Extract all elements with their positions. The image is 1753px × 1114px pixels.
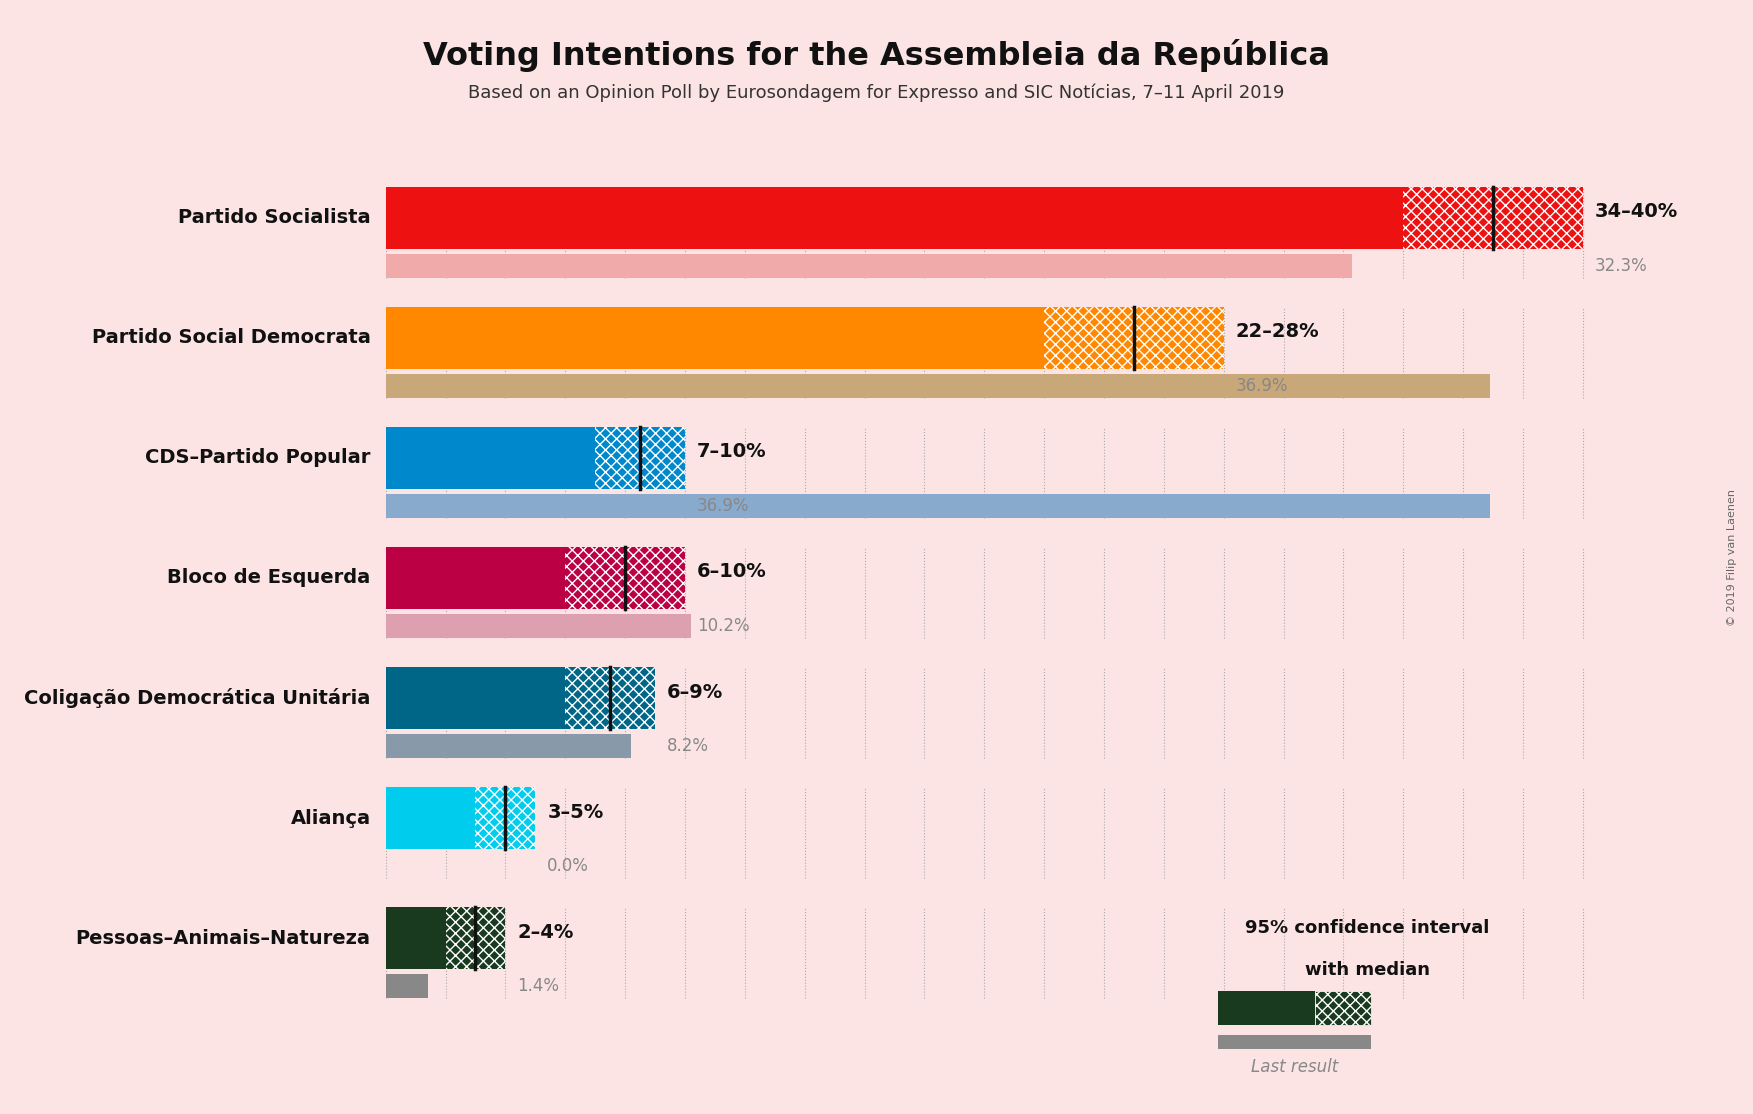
Bar [445, 907, 505, 969]
Bar [386, 786, 475, 849]
Bar [596, 427, 685, 489]
Text: 2–4%: 2–4% [517, 922, 573, 941]
Bar [1045, 306, 1224, 369]
Text: Based on an Opinion Poll by Eurosondagem for Expresso and SIC Notícias, 7–11 Apr: Based on an Opinion Poll by Eurosondagem… [468, 84, 1285, 102]
Text: 34–40%: 34–40% [1595, 203, 1678, 222]
Bar [386, 667, 564, 730]
Text: 6–10%: 6–10% [698, 563, 766, 582]
Bar [564, 667, 656, 730]
Bar [564, 547, 685, 609]
Text: with median: with median [1304, 961, 1430, 979]
Text: Partido Social Democrata: Partido Social Democrata [91, 329, 370, 348]
Bar [386, 186, 1402, 248]
Text: Coligação Democrática Unitária: Coligação Democrática Unitária [25, 688, 370, 709]
Text: 36.9%: 36.9% [698, 497, 750, 515]
Bar [386, 306, 1045, 369]
Bar [386, 427, 596, 489]
Bar [386, 614, 691, 638]
Bar [386, 975, 428, 998]
Bar [386, 734, 631, 759]
Bar [445, 907, 505, 969]
Bar [475, 786, 535, 849]
Bar [596, 427, 685, 489]
Bar [475, 786, 535, 849]
Text: 6–9%: 6–9% [666, 683, 724, 702]
Bar [386, 907, 445, 969]
Text: 7–10%: 7–10% [698, 442, 766, 461]
Text: Last result: Last result [1252, 1058, 1338, 1076]
Text: Aliança: Aliança [291, 809, 370, 828]
Bar [386, 374, 1490, 398]
Text: Voting Intentions for the Assembleia da República: Voting Intentions for the Assembleia da … [422, 39, 1331, 72]
Text: 1.4%: 1.4% [517, 977, 559, 995]
Text: © 2019 Filip van Laenen: © 2019 Filip van Laenen [1727, 489, 1737, 625]
Bar [386, 494, 1490, 518]
Text: 22–28%: 22–28% [1236, 322, 1320, 341]
Text: Bloco de Esquerda: Bloco de Esquerda [168, 568, 370, 587]
Bar [564, 547, 685, 609]
Text: 3–5%: 3–5% [547, 802, 603, 822]
Text: Partido Socialista: Partido Socialista [179, 208, 370, 227]
Text: CDS–Partido Popular: CDS–Partido Popular [145, 449, 370, 468]
Text: 95% confidence interval: 95% confidence interval [1245, 919, 1490, 937]
Bar [564, 667, 656, 730]
Text: 0.0%: 0.0% [547, 857, 589, 876]
Text: 36.9%: 36.9% [1236, 377, 1288, 394]
Bar [1402, 186, 1583, 248]
Text: Pessoas–Animais–Natureza: Pessoas–Animais–Natureza [75, 929, 370, 948]
Text: 32.3%: 32.3% [1595, 256, 1648, 275]
Bar [386, 547, 564, 609]
Bar [1402, 186, 1583, 248]
Text: 10.2%: 10.2% [698, 617, 750, 635]
Text: 8.2%: 8.2% [666, 737, 708, 755]
Bar [1045, 306, 1224, 369]
Bar [386, 254, 1352, 277]
